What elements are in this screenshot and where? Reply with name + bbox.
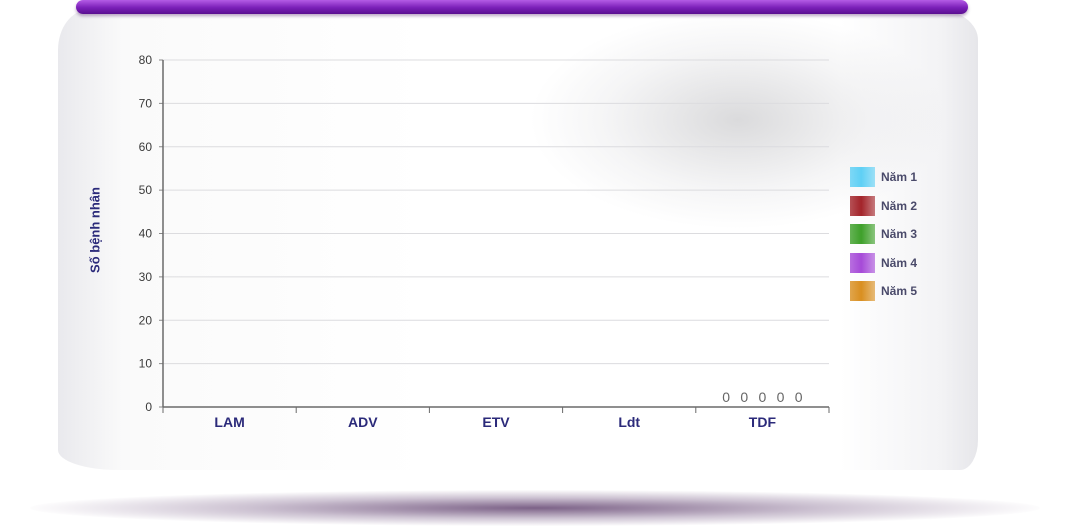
data-label: 0 [740, 389, 748, 405]
data-label: 0 [777, 389, 785, 405]
y-tick-label: 60 [139, 140, 153, 154]
legend-label: Năm 5 [881, 284, 918, 298]
legend-label: Năm 2 [881, 198, 918, 213]
legend-item: Năm 1 [850, 166, 917, 188]
data-label: 0 [722, 389, 730, 405]
legend-item: Năm 4 [850, 252, 917, 274]
y-tick-label: 10 [139, 357, 153, 371]
y-axis-label: Số bệnh nhân [87, 187, 103, 273]
legend-item: Năm 2 [850, 195, 917, 217]
banner-rod [76, 0, 968, 14]
legend-label: Năm 4 [881, 255, 918, 270]
legend-swatch [850, 281, 875, 301]
legend-item: Năm 5 [850, 280, 917, 302]
legend-swatch [850, 224, 875, 244]
legend-label: Năm 1 [881, 170, 918, 184]
y-tick-label: 40 [139, 227, 153, 241]
legend-swatch [850, 195, 875, 216]
y-tick-label: 20 [139, 313, 153, 327]
data-label: 0 [795, 389, 803, 405]
legend-swatch [850, 252, 875, 273]
y-tick-label: 80 [139, 53, 153, 67]
legend: Năm 1 Năm 2 Năm 3 Năm 4 Năm 5 [850, 166, 917, 309]
legend-swatch [850, 167, 875, 187]
legend-item: Năm 3 [850, 223, 917, 245]
x-tick-label: Ldt [618, 414, 640, 430]
y-tick-label: 30 [139, 270, 153, 284]
x-tick-label: ETV [482, 414, 510, 430]
data-label: 0 [759, 389, 767, 405]
x-tick-label: TDF [749, 414, 777, 430]
floor-shadow [30, 490, 1040, 526]
y-tick-label: 50 [139, 183, 153, 197]
x-tick-label: ADV [348, 414, 378, 430]
banner-background [58, 10, 978, 470]
y-tick-label: 0 [145, 400, 152, 414]
y-tick-label: 70 [139, 96, 153, 110]
x-tick-label: LAM [214, 414, 244, 430]
legend-label: Năm 3 [881, 227, 918, 241]
